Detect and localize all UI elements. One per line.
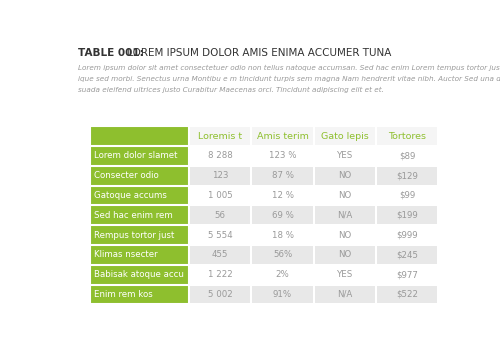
Bar <box>376 285 438 304</box>
Text: LOREM IPSUM DOLOR AMIS ENIMA ACCUMER TUNA: LOREM IPSUM DOLOR AMIS ENIMA ACCUMER TUN… <box>124 48 391 58</box>
Bar <box>252 146 314 166</box>
Bar <box>376 245 438 265</box>
Text: 5 554: 5 554 <box>208 231 233 239</box>
Bar <box>252 205 314 225</box>
Text: 91%: 91% <box>273 290 292 299</box>
Text: ique sed morbi. Senectus urna Montibu e m tincidunt turpis sem magna Nam hendrer: ique sed morbi. Senectus urna Montibu e … <box>78 76 500 82</box>
Text: 2%: 2% <box>276 270 289 279</box>
Bar <box>252 185 314 205</box>
Text: Babisak atoque accu: Babisak atoque accu <box>94 270 184 279</box>
Text: Klimas nsecter: Klimas nsecter <box>94 250 158 259</box>
Text: 123: 123 <box>212 171 228 180</box>
Bar <box>90 205 189 225</box>
Bar <box>314 146 376 166</box>
Text: Amis terim: Amis terim <box>256 132 308 141</box>
Bar <box>252 166 314 185</box>
Bar <box>376 265 438 285</box>
Bar <box>252 245 314 265</box>
Text: TABLE 001:: TABLE 001: <box>78 48 144 58</box>
Bar <box>189 285 252 304</box>
Text: YES: YES <box>336 270 353 279</box>
Bar <box>314 285 376 304</box>
Text: Lorem ipsum dolor sit amet consectetuer odio non tellus natoque accumsan. Sed ha: Lorem ipsum dolor sit amet consectetuer … <box>78 64 500 71</box>
Text: 455: 455 <box>212 250 228 259</box>
Text: NO: NO <box>338 191 351 200</box>
Text: $999: $999 <box>396 231 418 239</box>
Bar <box>252 285 314 304</box>
Text: $99: $99 <box>399 191 415 200</box>
Text: Lorem dolor slamet: Lorem dolor slamet <box>94 151 178 160</box>
Text: NO: NO <box>338 231 351 239</box>
Bar <box>90 285 189 304</box>
Text: N/A: N/A <box>337 290 352 299</box>
Bar <box>90 265 189 285</box>
Bar <box>90 146 189 166</box>
Text: Loremis t: Loremis t <box>198 132 242 141</box>
Bar <box>376 185 438 205</box>
Bar <box>314 245 376 265</box>
Text: $977: $977 <box>396 270 418 279</box>
Bar <box>189 265 252 285</box>
Text: 123 %: 123 % <box>269 151 296 160</box>
Bar <box>314 166 376 185</box>
Text: $129: $129 <box>396 171 418 180</box>
Bar <box>314 185 376 205</box>
Text: Gatoque accums: Gatoque accums <box>94 191 167 200</box>
Bar <box>189 225 252 245</box>
Bar <box>90 166 189 185</box>
Text: 56: 56 <box>214 211 226 220</box>
Bar <box>314 205 376 225</box>
Text: Gato lepis: Gato lepis <box>321 132 368 141</box>
Text: 69 %: 69 % <box>272 211 293 220</box>
Bar <box>376 225 438 245</box>
Text: 18 %: 18 % <box>272 231 293 239</box>
Text: Sed hac enim rem: Sed hac enim rem <box>94 211 173 220</box>
Bar <box>189 185 252 205</box>
Text: Enim rem kos: Enim rem kos <box>94 290 153 299</box>
Bar <box>376 166 438 185</box>
Bar <box>189 146 252 166</box>
Text: Rempus tortor just: Rempus tortor just <box>94 231 174 239</box>
Text: NO: NO <box>338 171 351 180</box>
Text: $245: $245 <box>396 250 418 259</box>
Bar <box>376 146 438 166</box>
Bar <box>189 126 252 146</box>
Bar <box>314 126 376 146</box>
Text: 56%: 56% <box>273 250 292 259</box>
Text: Consecter odio: Consecter odio <box>94 171 159 180</box>
Text: 12 %: 12 % <box>272 191 293 200</box>
Text: $522: $522 <box>396 290 418 299</box>
Text: suada eleifend ultrices justo Curabitur Maecenas orci. Tincidunt adipiscing elit: suada eleifend ultrices justo Curabitur … <box>78 87 384 93</box>
Bar <box>90 126 189 146</box>
Text: Tortores: Tortores <box>388 132 426 141</box>
Bar <box>90 245 189 265</box>
Text: YES: YES <box>336 151 353 160</box>
Text: 87 %: 87 % <box>272 171 293 180</box>
Bar <box>189 166 252 185</box>
Bar <box>90 225 189 245</box>
Bar <box>252 265 314 285</box>
Bar <box>189 245 252 265</box>
Text: N/A: N/A <box>337 211 352 220</box>
Text: 1 005: 1 005 <box>208 191 233 200</box>
Text: NO: NO <box>338 250 351 259</box>
Bar <box>252 225 314 245</box>
Bar <box>189 205 252 225</box>
Text: 1 222: 1 222 <box>208 270 233 279</box>
Text: 5 002: 5 002 <box>208 290 233 299</box>
Text: 8 288: 8 288 <box>208 151 233 160</box>
Bar <box>314 225 376 245</box>
Bar <box>252 126 314 146</box>
Text: $199: $199 <box>396 211 418 220</box>
Bar <box>376 205 438 225</box>
Bar <box>90 185 189 205</box>
Bar <box>314 265 376 285</box>
Bar <box>376 126 438 146</box>
Text: $89: $89 <box>399 151 415 160</box>
